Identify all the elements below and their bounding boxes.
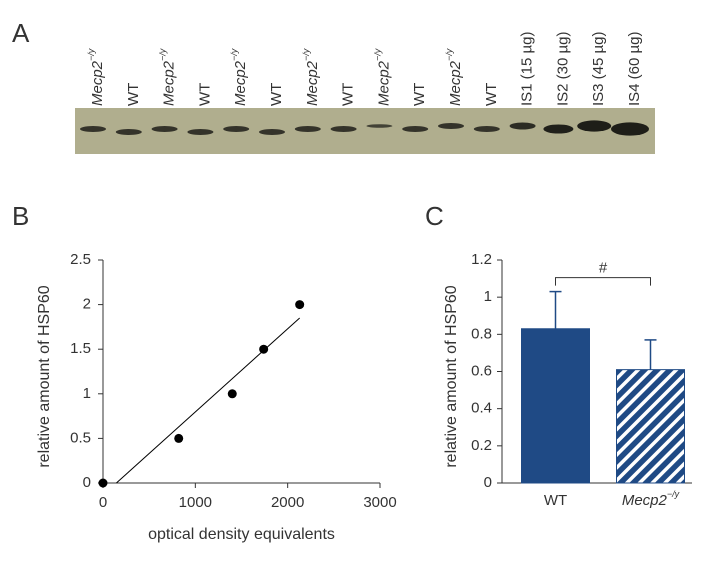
lane-label: IS3 (45 µg) [590, 31, 607, 106]
lane-label: WT [483, 83, 500, 106]
lane-text: Mecp2 [304, 60, 321, 106]
x-tick-label: Mecp2−/y [622, 489, 680, 509]
lane-superscript: −/y [86, 48, 96, 61]
band [473, 126, 500, 132]
lane-label: Mecp2−/y [230, 48, 250, 106]
lane-label: WT [340, 83, 357, 106]
lane-label: IS2 (30 µg) [554, 31, 571, 106]
lane-label: WT [268, 83, 285, 106]
point [227, 389, 237, 399]
lane-label: Mecp2−/y [158, 48, 178, 106]
panel-label: A [12, 18, 30, 48]
category-superscript: −/y [667, 489, 680, 499]
y-tick-label: 1 [484, 288, 492, 305]
x-tick-label: WT [544, 492, 567, 509]
band [402, 126, 429, 132]
lane-text: Mecp2 [447, 60, 464, 106]
point [174, 433, 184, 443]
lane-text: WT [340, 83, 357, 106]
y-tick-label: 1.5 [70, 340, 91, 357]
lane-label: IS1 (15 µg) [519, 31, 536, 106]
lane-text: Mecp2 [232, 60, 249, 106]
band [187, 129, 214, 135]
lane-label: WT [196, 83, 213, 106]
band [294, 126, 321, 132]
lane-superscript: −/y [301, 48, 311, 61]
y-tick-label: 0.5 [70, 429, 91, 446]
bar [616, 369, 685, 484]
lane-text: WT [125, 83, 142, 106]
trend-line [116, 317, 301, 484]
lane-label: Mecp2−/y [373, 48, 393, 106]
x-axis-label: optical density equivalents [148, 526, 335, 543]
y-tick-label: 0.2 [471, 437, 492, 454]
lane-label: Mecp2−/y [301, 48, 321, 106]
y-tick-label: 0 [83, 474, 91, 491]
lane-text: Mecp2 [89, 60, 106, 106]
y-tick-label: 1.2 [471, 251, 492, 268]
band [330, 126, 357, 132]
x-tick-label: 2000 [271, 494, 304, 511]
lane-superscript: −/y [373, 48, 383, 61]
annotation: # [599, 260, 608, 277]
band [80, 126, 106, 132]
lane-superscript: −/y [158, 48, 168, 61]
lane-text: Mecp2 [375, 60, 392, 106]
x-tick-label: 3000 [363, 494, 396, 511]
lane-label: WT [125, 83, 142, 106]
band [611, 122, 649, 136]
band [543, 124, 574, 134]
point [295, 300, 305, 310]
band [259, 129, 285, 135]
y-tick-label: 0.8 [471, 325, 492, 342]
y-tick-label: 2 [83, 296, 91, 313]
y-axis-label: relative amount of HSP60 [443, 285, 460, 467]
y-tick-label: 2.5 [70, 251, 91, 268]
lane-text: IS3 (45 µg) [590, 31, 607, 106]
lane-text: WT [411, 83, 428, 106]
band [509, 122, 536, 130]
lane-label: Mecp2−/y [444, 48, 464, 106]
y-tick-label: 0 [484, 474, 492, 491]
lane-text: WT [196, 83, 213, 106]
band [151, 126, 178, 132]
point [98, 478, 108, 488]
lane-text: IS1 (15 µg) [519, 31, 536, 106]
x-tick-label: 1000 [179, 494, 212, 511]
bar [521, 328, 590, 484]
y-tick-label: 0.4 [471, 400, 492, 417]
panel-label: C [425, 201, 444, 231]
band [115, 129, 142, 135]
lane-label: WT [411, 83, 428, 106]
band [366, 124, 393, 128]
lane-superscript: −/y [444, 48, 454, 61]
band [438, 123, 464, 129]
lane-text: WT [483, 83, 500, 106]
lane-text: WT [268, 83, 285, 106]
x-tick-label: 0 [99, 494, 107, 511]
band [577, 120, 612, 132]
y-tick-label: 1 [83, 385, 91, 402]
y-tick-label: 0.6 [471, 362, 492, 379]
lane-superscript: −/y [230, 48, 240, 61]
lane-label: Mecp2−/y [86, 48, 106, 106]
y-axis-label: relative amount of HSP60 [36, 285, 53, 467]
category-text: WT [544, 492, 567, 509]
point [259, 344, 269, 354]
panel-label: B [12, 201, 29, 231]
band [223, 126, 250, 132]
category-text: Mecp2 [622, 492, 668, 509]
lane-text: IS2 (30 µg) [554, 31, 571, 106]
lane-text: Mecp2 [161, 60, 178, 106]
lane-label: IS4 (60 µg) [626, 31, 643, 106]
lane-text: IS4 (60 µg) [626, 31, 643, 106]
significance-bracket [555, 277, 651, 286]
